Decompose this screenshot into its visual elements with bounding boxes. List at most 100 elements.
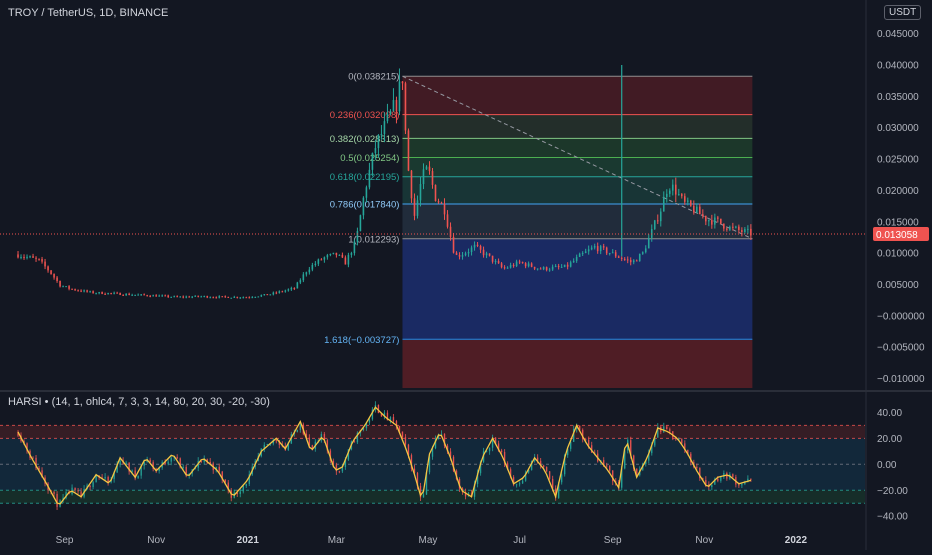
candle-body xyxy=(572,260,575,263)
candle-body xyxy=(83,290,85,292)
osc-candle-body xyxy=(578,425,581,430)
candle-body xyxy=(185,296,188,298)
price-axis-tick-label: −0.000000 xyxy=(877,311,925,322)
osc-candle-body xyxy=(584,439,587,441)
candle-body xyxy=(122,294,124,296)
candle-body xyxy=(197,295,200,297)
osc-candle-body xyxy=(566,448,569,456)
candle-body xyxy=(521,262,524,264)
price-axis-tick-label: −0.010000 xyxy=(877,374,925,385)
candle-body xyxy=(461,255,464,257)
candle-body xyxy=(458,254,461,257)
osc-candle-body xyxy=(572,429,575,442)
osc-candle-body xyxy=(563,455,566,475)
osc-candle-body xyxy=(488,447,491,452)
candle-body xyxy=(257,296,260,298)
candle-body xyxy=(729,226,731,230)
candle-body xyxy=(221,296,224,298)
candle-body xyxy=(542,267,545,270)
candle-body xyxy=(497,260,500,264)
osc-candle-body xyxy=(224,479,226,483)
candle-body xyxy=(467,252,470,254)
osc-candle-body xyxy=(311,445,314,449)
candle-body xyxy=(32,256,34,258)
candle-body xyxy=(398,81,401,112)
osc-candle-body xyxy=(371,409,374,420)
candle-body xyxy=(668,190,671,194)
candle-body xyxy=(485,253,488,256)
candle-body xyxy=(506,267,509,269)
osc-candle-body xyxy=(242,485,244,492)
candle-body xyxy=(605,247,608,254)
candle-body xyxy=(611,252,614,254)
candle-body xyxy=(200,296,203,298)
time-axis-tick-label: Mar xyxy=(328,535,346,546)
candle-body xyxy=(332,252,335,254)
candle-body xyxy=(738,226,740,231)
candle-body xyxy=(170,296,172,298)
candle-body xyxy=(215,297,218,299)
osc-candle-body xyxy=(398,426,401,432)
osc-candle-body xyxy=(335,464,338,472)
osc-candle-body xyxy=(287,443,290,450)
candle-body xyxy=(317,259,320,264)
candle-body xyxy=(566,264,569,267)
osc-candle-body xyxy=(383,412,386,417)
candle-body xyxy=(732,226,734,228)
candle-body xyxy=(20,257,22,259)
candle-body xyxy=(281,291,284,293)
osc-candle-body xyxy=(554,488,557,498)
osc-candle-body xyxy=(651,445,653,454)
candle-body xyxy=(708,220,710,222)
osc-axis-tick-label: 20.00 xyxy=(877,434,902,445)
osc-candle-body xyxy=(131,470,133,472)
candle-body xyxy=(95,293,97,295)
osc-candle-body xyxy=(338,471,341,473)
candle-body xyxy=(620,257,623,259)
candle-body xyxy=(614,252,617,257)
fib-level-label: 1.618(−0.003727) xyxy=(324,335,399,346)
candle-body xyxy=(662,196,665,212)
candle-body xyxy=(275,292,278,294)
fib-trend-line xyxy=(402,75,753,240)
candle-body xyxy=(602,246,605,248)
candle-body xyxy=(717,217,719,219)
candle-body xyxy=(134,294,136,296)
candle-body xyxy=(494,260,497,262)
candle-body xyxy=(720,218,722,224)
osc-candle-body xyxy=(602,460,605,466)
chart-title: TROY / TetherUS, 1D, BINANCE xyxy=(8,7,169,19)
osc-candle-body xyxy=(332,460,335,465)
osc-candle-body xyxy=(296,430,299,433)
fib-level-label: 0.5(0.025254) xyxy=(340,153,399,164)
candle-body xyxy=(536,268,539,270)
osc-candle-body xyxy=(527,469,530,473)
candle-body xyxy=(320,259,323,261)
osc-candle-body xyxy=(362,428,365,431)
osc-candle-body xyxy=(422,494,425,498)
osc-candle-body xyxy=(200,460,202,462)
candle-body xyxy=(635,260,638,262)
candle-body xyxy=(302,274,305,281)
candle-body xyxy=(353,241,356,254)
candle-body xyxy=(386,113,389,122)
indicator-title[interactable]: HARSI • (14, 1, ohlc4, 7, 3, 3, 14, 80, … xyxy=(8,396,270,408)
candle-body xyxy=(251,297,254,299)
osc-candle-body xyxy=(125,462,127,464)
time-axis-tick-label: Sep xyxy=(604,535,622,546)
osc-candle-body xyxy=(323,434,326,441)
osc-candle-body xyxy=(666,426,668,430)
currency-badge[interactable]: USDT xyxy=(884,5,922,20)
candle-body xyxy=(107,292,109,295)
osc-candle-body xyxy=(152,462,154,469)
osc-candle-body xyxy=(356,432,359,443)
osc-candle-body xyxy=(648,453,650,461)
candle-body xyxy=(236,296,239,298)
candle-body xyxy=(545,267,548,271)
candle-body xyxy=(323,257,326,260)
candle-body xyxy=(143,294,145,296)
osc-candle-body xyxy=(227,482,229,491)
candle-body xyxy=(146,295,148,297)
candle-body xyxy=(350,253,353,255)
